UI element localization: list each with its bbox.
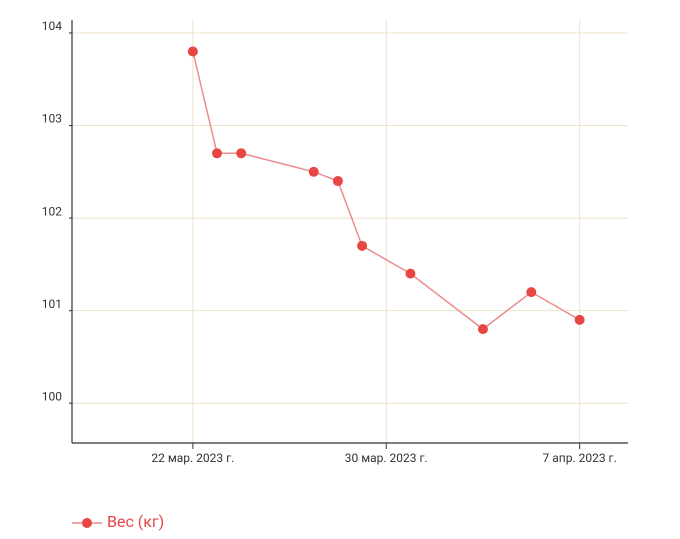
data-point	[187, 46, 198, 57]
data-point	[477, 324, 488, 335]
data-point	[405, 268, 416, 279]
x-tick-label: 7 апр. 2023 г.	[543, 451, 617, 465]
series-line	[192, 51, 581, 331]
data-point	[236, 148, 247, 159]
y-tick-label: 102	[42, 204, 62, 218]
x-tick-label: 22 мар. 2023 г.	[151, 451, 234, 465]
legend-label: Вес (кг)	[107, 512, 164, 531]
y-tick-label: 101	[42, 297, 62, 311]
data-point	[332, 176, 343, 187]
y-tick-label: 100	[42, 389, 62, 403]
data-point	[212, 148, 223, 159]
data-point	[574, 314, 585, 325]
x-tick-label: 30 мар. 2023 г.	[345, 451, 428, 465]
legend-marker	[82, 518, 92, 528]
data-point	[526, 287, 537, 298]
y-tick-label: 104	[42, 19, 62, 33]
data-point	[357, 240, 368, 251]
data-point	[308, 166, 319, 177]
y-tick-label: 103	[42, 112, 62, 126]
